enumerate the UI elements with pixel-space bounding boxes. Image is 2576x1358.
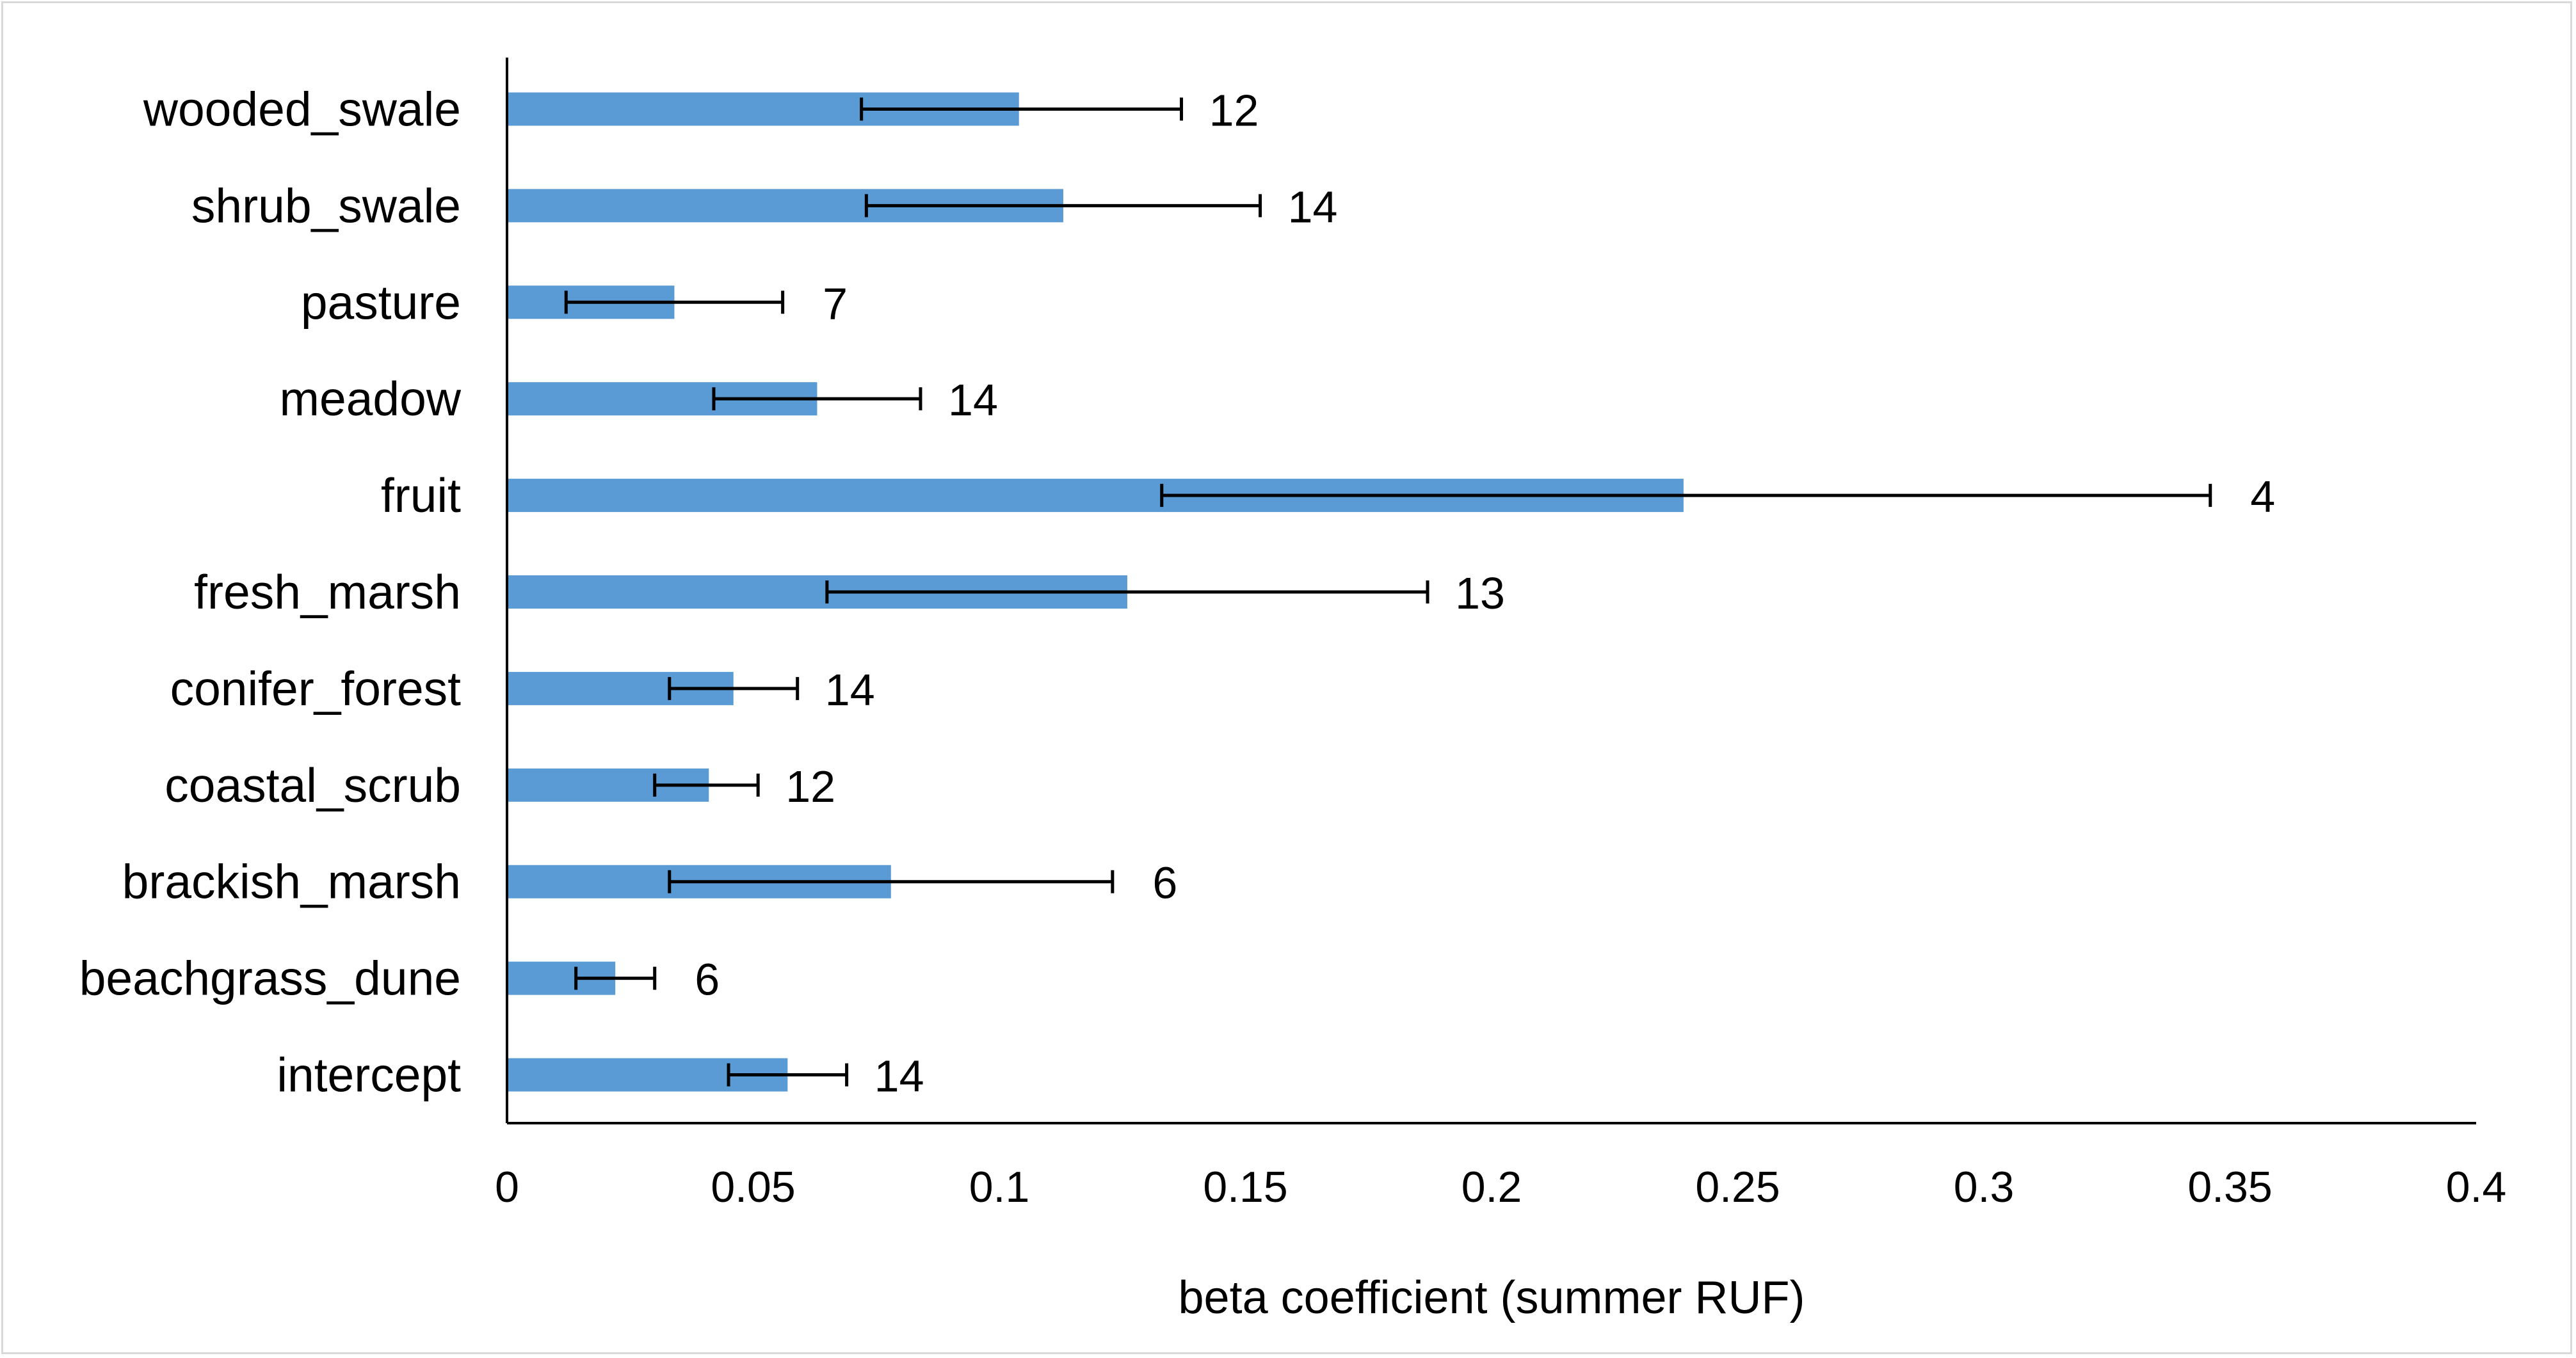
- category-label-meadow: meadow: [280, 372, 462, 426]
- x-tick-label: 0: [495, 1163, 519, 1211]
- category-label-brackish-marsh: brackish_marsh: [122, 855, 461, 909]
- category-label-fruit: fruit: [381, 468, 461, 522]
- data-label-meadow: 14: [948, 375, 998, 425]
- x-tick-label: 0.15: [1203, 1163, 1287, 1211]
- data-label-intercept: 14: [874, 1051, 924, 1101]
- data-label-brackish-marsh: 6: [1152, 858, 1177, 908]
- data-label-pasture: 7: [823, 278, 848, 328]
- category-label-shrub-swale: shrub_swale: [191, 179, 461, 232]
- category-label-conifer-forest: conifer_forest: [170, 662, 462, 715]
- error-bars-layer: [564, 97, 2212, 1087]
- x-tick-label: 0.35: [2187, 1163, 2272, 1211]
- axes-layer: [506, 58, 2476, 1124]
- category-label-pasture: pasture: [301, 275, 461, 329]
- data-label-coastal-scrub: 12: [785, 762, 835, 811]
- x-tick-label: 0.2: [1461, 1163, 1522, 1211]
- data-label-wooded-swale: 12: [1209, 85, 1259, 135]
- category-label-fresh-marsh: fresh_marsh: [194, 565, 461, 619]
- x-axis-title: beta coefficient (summer RUF): [1179, 1272, 1805, 1323]
- data-label-fruit: 4: [2250, 472, 2275, 522]
- data-label-beachgrass-dune: 6: [695, 955, 720, 1005]
- data-label-fresh-marsh: 13: [1455, 568, 1505, 618]
- data-label-shrub-swale: 14: [1288, 182, 1338, 232]
- category-label-wooded-swale: wooded_swale: [143, 82, 461, 136]
- x-tick-label: 0.3: [1954, 1163, 2015, 1211]
- x-tick-label: 0.25: [1695, 1163, 1780, 1211]
- category-label-intercept: intercept: [277, 1048, 461, 1102]
- x-tick-label: 0.05: [711, 1163, 795, 1211]
- x-tick-label: 0.1: [969, 1163, 1030, 1211]
- labels-layer: wooded_swale 12 shrub_swale 14 pasture 7 meado…: [79, 82, 2507, 1211]
- category-label-coastal-scrub: coastal_scrub: [165, 758, 461, 812]
- x-tick-label: 0.4: [2446, 1163, 2507, 1211]
- category-label-beachgrass-dune: beachgrass_dune: [79, 952, 461, 1005]
- data-label-conifer-forest: 14: [825, 665, 875, 715]
